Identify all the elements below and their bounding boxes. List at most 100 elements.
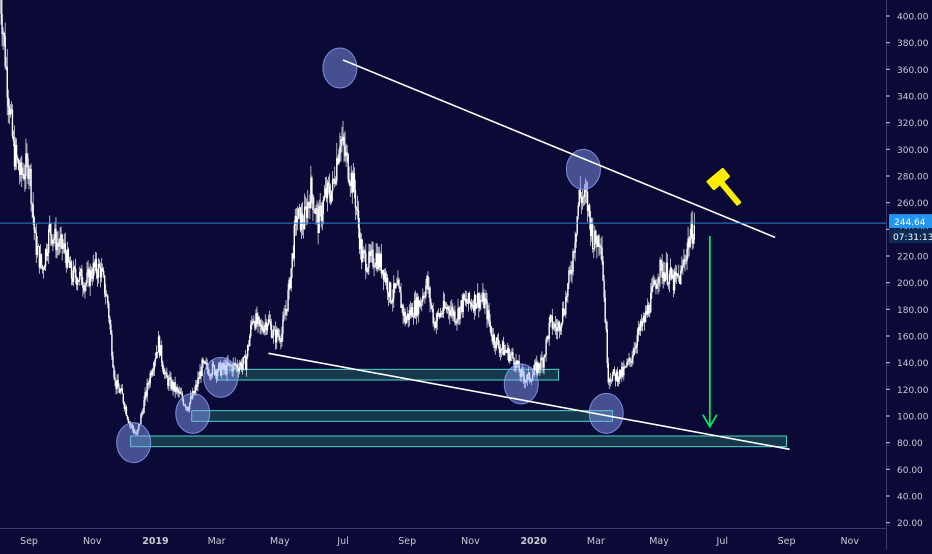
candle-body [342, 136, 344, 141]
candle-body [624, 366, 626, 368]
candle-body [391, 302, 393, 303]
candle-body [585, 191, 588, 193]
candle-body [69, 262, 72, 268]
candle-body [52, 239, 54, 244]
candle-body [167, 377, 169, 386]
candle-body [325, 188, 328, 199]
candle-body [494, 344, 497, 349]
candle-body [110, 324, 112, 335]
candle-body [392, 298, 394, 303]
candle-body [39, 254, 42, 268]
candle-body [526, 374, 529, 380]
candle-body [132, 428, 135, 433]
candle-body [423, 295, 425, 297]
candle-body [514, 364, 516, 369]
candle-body [207, 368, 209, 375]
candle-body [639, 321, 642, 331]
candle-body [599, 246, 601, 248]
candle-body [171, 381, 173, 389]
candle-body [396, 284, 398, 286]
candle-body [147, 383, 149, 385]
candle-body [370, 250, 372, 257]
candle-body [364, 250, 366, 254]
candle-body [394, 283, 396, 289]
candle-body [31, 203, 33, 205]
candle-body [107, 295, 109, 304]
candle-body [109, 317, 111, 325]
candle-body [141, 412, 143, 415]
candle-body [60, 234, 62, 239]
candle-body [159, 345, 162, 356]
candle-body [78, 279, 80, 282]
candle-body [216, 371, 219, 377]
candle-body [428, 287, 430, 290]
time-tick-label: Nov [83, 536, 102, 547]
support-zone [191, 410, 613, 422]
candle-body [565, 297, 567, 315]
candle-body [187, 409, 190, 411]
candle-body [143, 400, 145, 413]
candle-body [597, 235, 599, 248]
candle-body [222, 363, 224, 369]
time-tick-label: Jul [716, 536, 728, 547]
candle-body [646, 305, 649, 315]
candle-body [547, 336, 549, 339]
candle-body [4, 36, 6, 67]
candle-body [179, 391, 182, 394]
candle-body [614, 373, 617, 381]
candle-body [416, 297, 419, 315]
candle-body [629, 358, 631, 362]
candle-body [446, 306, 449, 310]
candle-body [117, 380, 119, 388]
candle-body [41, 265, 44, 270]
candle-body [631, 357, 633, 363]
candle-body [287, 290, 289, 311]
candle-body [195, 384, 197, 391]
candle-body [586, 191, 589, 211]
candle-body [643, 316, 646, 322]
candle-body [323, 195, 326, 201]
candle-body [148, 383, 150, 385]
candle-body [649, 312, 651, 314]
candle-body [223, 363, 225, 370]
candle-body [160, 345, 163, 363]
candle-body [1, 13, 3, 34]
candle-body [433, 322, 435, 324]
candle-body [254, 322, 256, 329]
candle-body [607, 362, 609, 383]
highlight-marker [322, 47, 358, 89]
candle-body [84, 285, 86, 291]
candle-body [435, 321, 437, 328]
candle-body [55, 228, 57, 251]
price-tick-label: 160.00 [897, 333, 929, 343]
candle-body [582, 197, 585, 199]
candle-body [485, 298, 487, 301]
candle-body [539, 368, 541, 369]
candle-body [355, 207, 358, 209]
countdown-value: 07:31:13 [893, 233, 932, 243]
candle-body [131, 424, 134, 429]
candle-body [542, 359, 544, 368]
candle-body [212, 363, 215, 366]
candle-body [531, 374, 534, 381]
candle-body [331, 179, 334, 191]
candle-body [100, 268, 103, 278]
candle-body [321, 213, 323, 221]
candle-body [496, 337, 499, 340]
candle-body [295, 215, 298, 223]
time-tick-label: May [270, 536, 290, 547]
price-tick-label: 340.00 [897, 93, 929, 103]
candle-body [415, 297, 418, 316]
candle-body [546, 336, 548, 340]
support-zone [130, 435, 788, 448]
candle-body [673, 271, 676, 291]
candle-body [507, 347, 509, 353]
candle-body [316, 208, 318, 210]
candle-body [556, 327, 559, 332]
candle-body [544, 354, 546, 357]
price-tick-label: 380.00 [897, 39, 929, 49]
candle-body [430, 302, 432, 306]
candle-body [598, 235, 600, 248]
candle-body [436, 312, 439, 322]
candle-body [680, 270, 682, 284]
